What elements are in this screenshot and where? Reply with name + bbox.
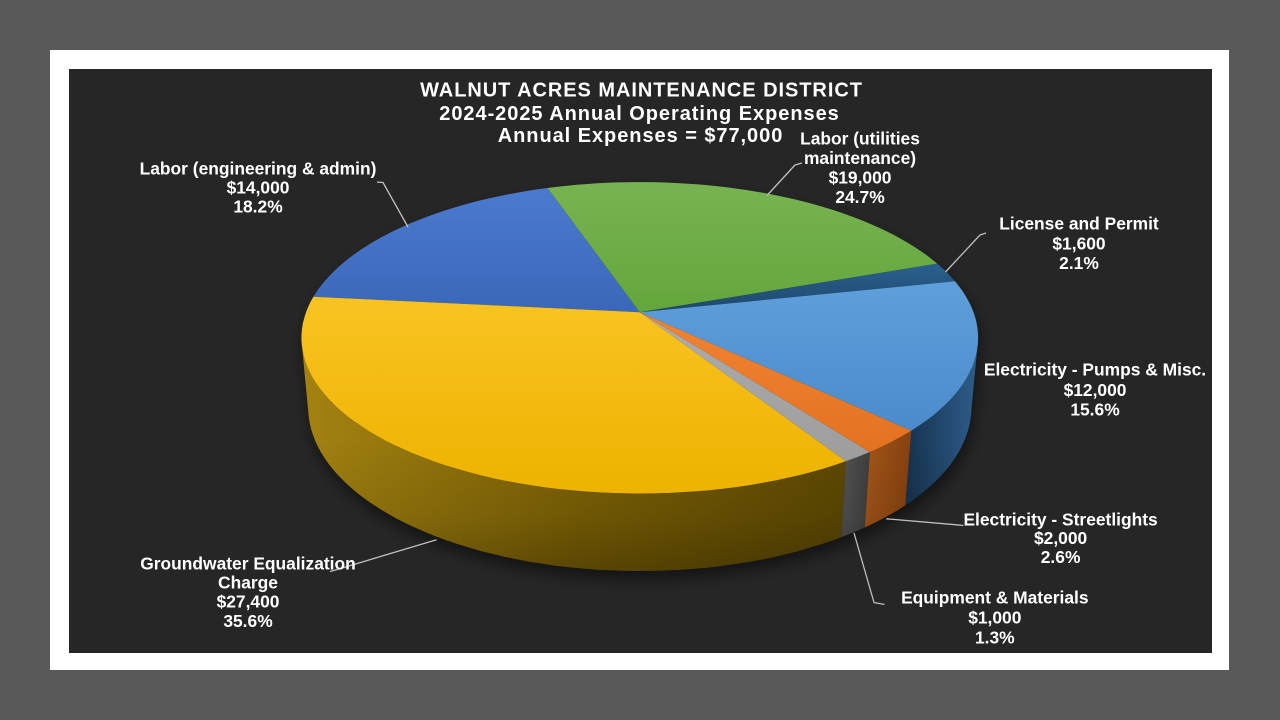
svg-text:$19,000: $19,000 <box>829 167 892 187</box>
svg-text:1.3%: 1.3% <box>975 627 1015 647</box>
svg-text:$27,400: $27,400 <box>217 592 280 612</box>
svg-text:Electricity - Pumps & Misc.: Electricity - Pumps & Misc. <box>984 360 1206 380</box>
svg-text:License and Permit: License and Permit <box>999 213 1159 233</box>
svg-text:Electricity - Streetlights: Electricity - Streetlights <box>963 510 1157 530</box>
svg-text:15.6%: 15.6% <box>1070 399 1119 419</box>
svg-text:2024-2025 Annual Operating Exp: 2024-2025 Annual Operating Expenses <box>439 103 839 125</box>
svg-text:$1,000: $1,000 <box>968 608 1021 628</box>
svg-text:$12,000: $12,000 <box>1064 380 1127 400</box>
svg-text:18.2%: 18.2% <box>233 196 282 216</box>
svg-text:Labor (utilities: Labor (utilities <box>800 129 920 149</box>
svg-text:maintenance): maintenance) <box>804 148 916 168</box>
svg-text:2.1%: 2.1% <box>1059 253 1099 273</box>
svg-text:24.7%: 24.7% <box>835 187 884 207</box>
svg-text:$1,600: $1,600 <box>1052 234 1105 254</box>
svg-text:$14,000: $14,000 <box>227 178 290 198</box>
svg-text:2.6%: 2.6% <box>1041 547 1081 567</box>
svg-text:Annual Expenses = $77,000: Annual Expenses = $77,000 <box>498 125 784 147</box>
svg-text:Labor (engineering & admin): Labor (engineering & admin) <box>140 159 377 179</box>
svg-text:35.6%: 35.6% <box>223 611 272 631</box>
svg-text:Equipment & Materials: Equipment & Materials <box>901 588 1088 608</box>
svg-text:Charge: Charge <box>218 573 278 593</box>
svg-text:Groundwater Equalization: Groundwater Equalization <box>140 554 355 574</box>
svg-text:WALNUT ACRES MAINTENANCE DISTR: WALNUT ACRES MAINTENANCE DISTRICT <box>420 79 863 101</box>
svg-text:$2,000: $2,000 <box>1034 528 1087 548</box>
